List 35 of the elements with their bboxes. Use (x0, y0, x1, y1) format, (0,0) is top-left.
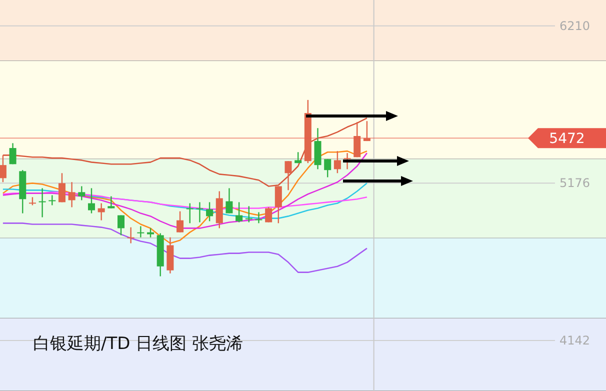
candlestick (48, 194, 56, 206)
candlestick (245, 206, 252, 223)
candlestick (354, 121, 361, 158)
candlestick (147, 228, 154, 238)
candlestick (137, 226, 144, 238)
candlestick (108, 196, 115, 209)
candlestick (78, 186, 86, 201)
candlestick (236, 202, 243, 223)
candlestick (38, 188, 46, 218)
candlestick (127, 226, 134, 244)
candlestick (9, 142, 16, 165)
y-tick-label: 6210 (559, 18, 590, 33)
candlestick (334, 150, 341, 174)
candlestick (58, 172, 66, 203)
candlestick (186, 202, 194, 224)
candlestick (206, 202, 214, 222)
candlestick (284, 160, 292, 191)
candlestick (176, 210, 184, 233)
candlestick (88, 188, 95, 214)
y-tick-label: 4142 (559, 333, 590, 348)
candlestick (363, 120, 370, 142)
candlestick (196, 202, 204, 223)
candlestick (0, 154, 6, 183)
candlestick (324, 158, 332, 178)
candlestick (68, 182, 76, 208)
candlestick (344, 152, 351, 170)
ref-line-label: 5472 (549, 131, 585, 148)
candlestick (274, 186, 282, 224)
y-tick-label: 5176 (559, 176, 590, 190)
candlestick (255, 212, 262, 224)
candlestick (265, 206, 272, 223)
text: 白银延期/TD 日线图 张尧浠 (33, 334, 244, 354)
candlestick (118, 214, 125, 236)
line-series (2, 222, 368, 273)
candlestick (226, 188, 233, 214)
